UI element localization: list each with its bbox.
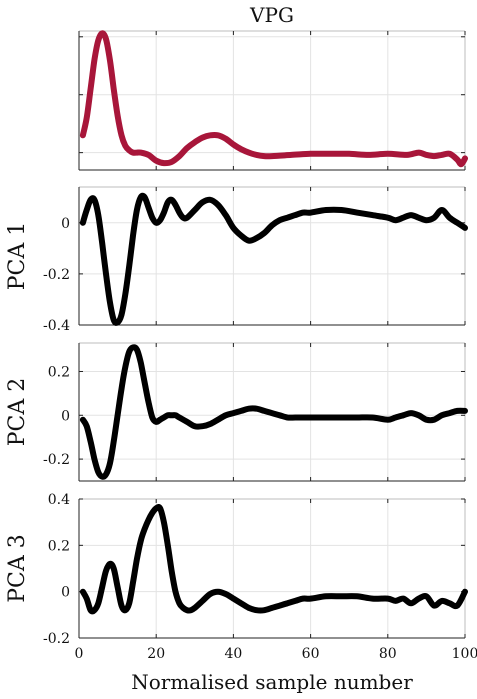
- y-tick-label: -0.4: [43, 318, 70, 334]
- chart-panel-2: 0 -0.2 -0.4 PCA 1: [5, 186, 468, 334]
- y-tick-label: 0: [61, 216, 70, 232]
- y-tick-label: 0: [61, 585, 70, 601]
- y-tick-label: -0.2: [43, 452, 70, 468]
- series-line: [79, 30, 468, 168]
- y-tick-label: 0: [61, 408, 70, 424]
- y-axis-label: PCA 3: [5, 534, 30, 603]
- y-tick-label: 0.2: [48, 364, 70, 380]
- chart-title: VPG: [249, 3, 294, 27]
- x-tick-label: 60: [302, 646, 320, 662]
- y-tick-label: 0.4: [48, 492, 70, 508]
- x-tick-label: 20: [147, 646, 165, 662]
- series-line: [79, 344, 468, 480]
- x-axis-label: Normalised sample number: [131, 670, 413, 694]
- x-tick-label: 40: [224, 646, 242, 662]
- chart-panel-1: VPG: [78, 3, 468, 171]
- series-line: [79, 504, 468, 615]
- y-tick-label: -0.2: [43, 267, 70, 283]
- y-tick-label: -0.2: [43, 631, 70, 647]
- x-tick-label: 80: [379, 646, 397, 662]
- y-axis-label: PCA 2: [5, 378, 30, 447]
- y-tick-label: 0.2: [48, 538, 70, 554]
- x-tick-label: 0: [75, 646, 84, 662]
- chart-panel-3: 0.2 0 -0.2 PCA 2: [5, 342, 468, 482]
- x-tick-label: 100: [452, 646, 477, 662]
- chart-panel-4: 0.4 0.2 0 -0.2 0 20 40 60 80 100 PCA 3 Normalised s…: [5, 492, 477, 694]
- series-line: [79, 192, 468, 326]
- y-axis-label: PCA 1: [5, 222, 30, 291]
